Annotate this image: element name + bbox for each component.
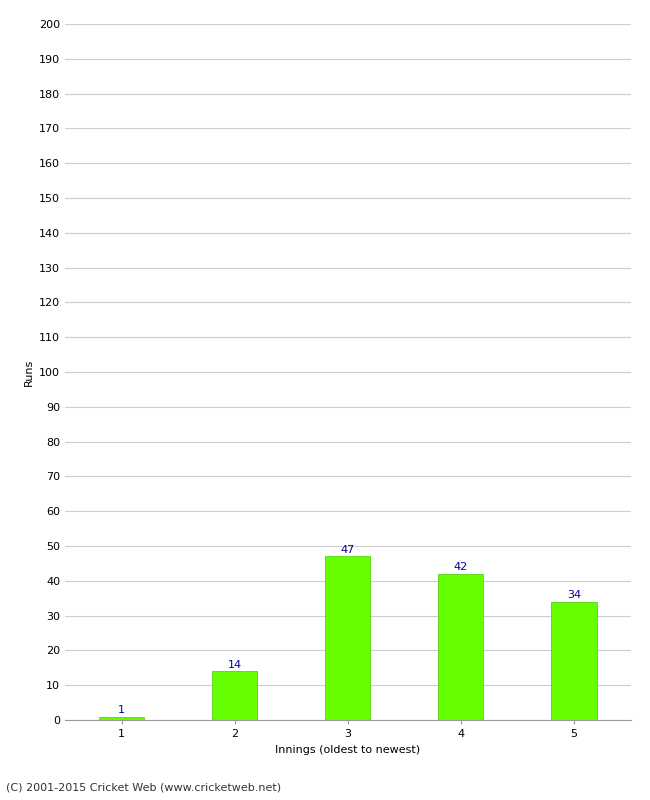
Bar xyxy=(551,602,597,720)
Bar xyxy=(212,671,257,720)
Text: 1: 1 xyxy=(118,705,125,714)
X-axis label: Innings (oldest to newest): Innings (oldest to newest) xyxy=(275,745,421,754)
Text: 47: 47 xyxy=(341,545,355,554)
Bar xyxy=(325,557,370,720)
Text: 14: 14 xyxy=(227,659,242,670)
Text: 42: 42 xyxy=(454,562,468,572)
Text: 34: 34 xyxy=(567,590,581,600)
Text: (C) 2001-2015 Cricket Web (www.cricketweb.net): (C) 2001-2015 Cricket Web (www.cricketwe… xyxy=(6,782,281,792)
Bar xyxy=(99,717,144,720)
Y-axis label: Runs: Runs xyxy=(23,358,33,386)
Bar xyxy=(438,574,484,720)
